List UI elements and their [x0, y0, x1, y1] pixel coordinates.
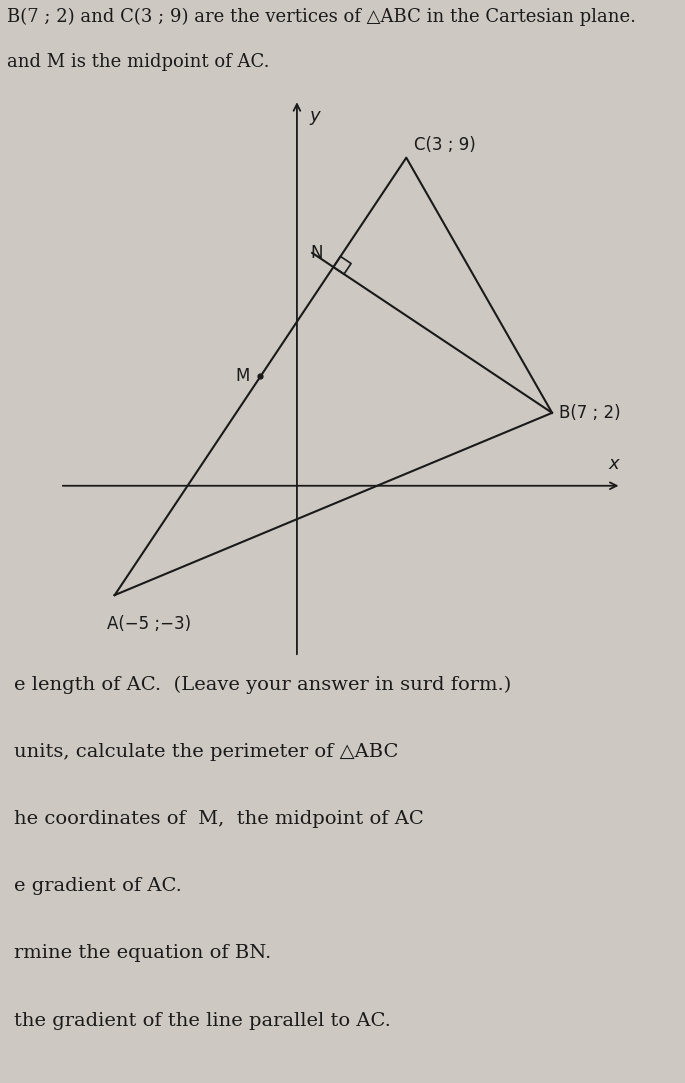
Text: e gradient of AC.: e gradient of AC.: [14, 877, 182, 896]
Text: rmine the equation of BN.: rmine the equation of BN.: [14, 944, 271, 963]
Text: units, calculate the perimeter of △ABC: units, calculate the perimeter of △ABC: [14, 743, 398, 761]
Text: N: N: [310, 244, 323, 262]
Text: A(−5 ;−3): A(−5 ;−3): [108, 615, 192, 634]
Text: x: x: [609, 455, 619, 473]
Text: C(3 ; 9): C(3 ; 9): [414, 136, 475, 154]
Text: y: y: [310, 106, 321, 125]
Text: the gradient of the line parallel to AC.: the gradient of the line parallel to AC.: [14, 1012, 390, 1030]
Text: he coordinates of  M,  the midpoint of AC: he coordinates of M, the midpoint of AC: [14, 810, 423, 828]
Text: B(7 ; 2): B(7 ; 2): [560, 404, 621, 422]
Text: e length of AC.  (Leave your answer in surd form.): e length of AC. (Leave your answer in su…: [14, 676, 511, 694]
Text: M: M: [235, 367, 249, 386]
Text: and M is the midpoint of AC.: and M is the midpoint of AC.: [7, 53, 269, 71]
Text: B(7 ; 2) and C(3 ; 9) are the vertices of △ABC in the Cartesian plane.: B(7 ; 2) and C(3 ; 9) are the vertices o…: [7, 8, 636, 26]
